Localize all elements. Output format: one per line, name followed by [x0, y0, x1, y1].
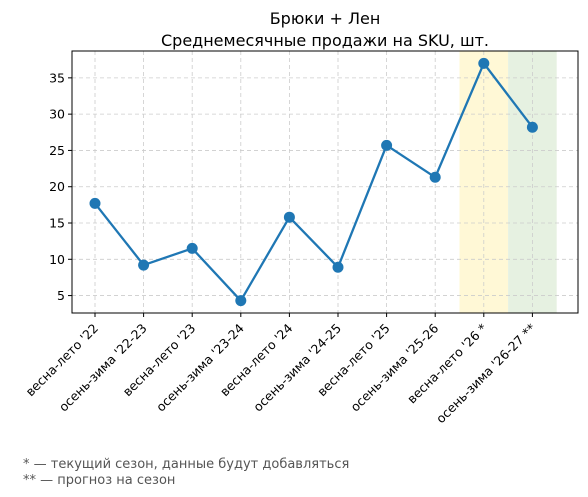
chart: Брюки + Лен Среднемесячные продажи на SK…: [22, 9, 579, 427]
x-tick-label: осень-зима '22-23: [56, 321, 150, 415]
highlight-band-0: [459, 51, 509, 313]
x-tick-label: осень-зима '25-26: [347, 320, 441, 414]
series-sales: [89, 57, 538, 307]
data-point: [138, 259, 150, 271]
x-tick-label: осень-зима '26-27 **: [433, 321, 539, 427]
data-point: [381, 139, 393, 151]
y-tick-label: 10: [49, 252, 65, 267]
plot-frame: [71, 50, 579, 314]
season-highlights: [459, 51, 557, 313]
data-point: [332, 261, 344, 273]
chart-title: Брюки + Лен: [270, 9, 381, 28]
x-tick-label: осень-зима '23-24: [153, 320, 247, 414]
footnote-current-season: * — текущий сезон, данные будут добавлят…: [23, 457, 350, 472]
series-line: [94, 62, 534, 302]
y-tick-label: 35: [49, 70, 65, 85]
y-tick-label: 15: [49, 216, 65, 231]
y-tick-label: 5: [57, 288, 65, 303]
data-point: [89, 197, 101, 209]
x-tick-label: осень-зима '24-25: [250, 321, 344, 415]
highlight-band-1: [508, 51, 557, 313]
chart-subtitle: Среднемесячные продажи на SKU, шт.: [161, 31, 489, 50]
y-tick-label: 20: [49, 179, 65, 194]
data-point: [235, 295, 247, 307]
data-point: [478, 57, 490, 69]
data-point: [526, 121, 538, 133]
data-point: [429, 171, 441, 183]
data-point: [283, 211, 295, 223]
y-tick-label: 30: [49, 107, 65, 122]
data-point: [186, 242, 198, 254]
y-axis: 5 10 15 20 25 30 35: [49, 70, 72, 303]
footnote-forecast: ** — прогноз на сезон: [23, 473, 176, 488]
y-tick-label: 25: [49, 143, 65, 158]
